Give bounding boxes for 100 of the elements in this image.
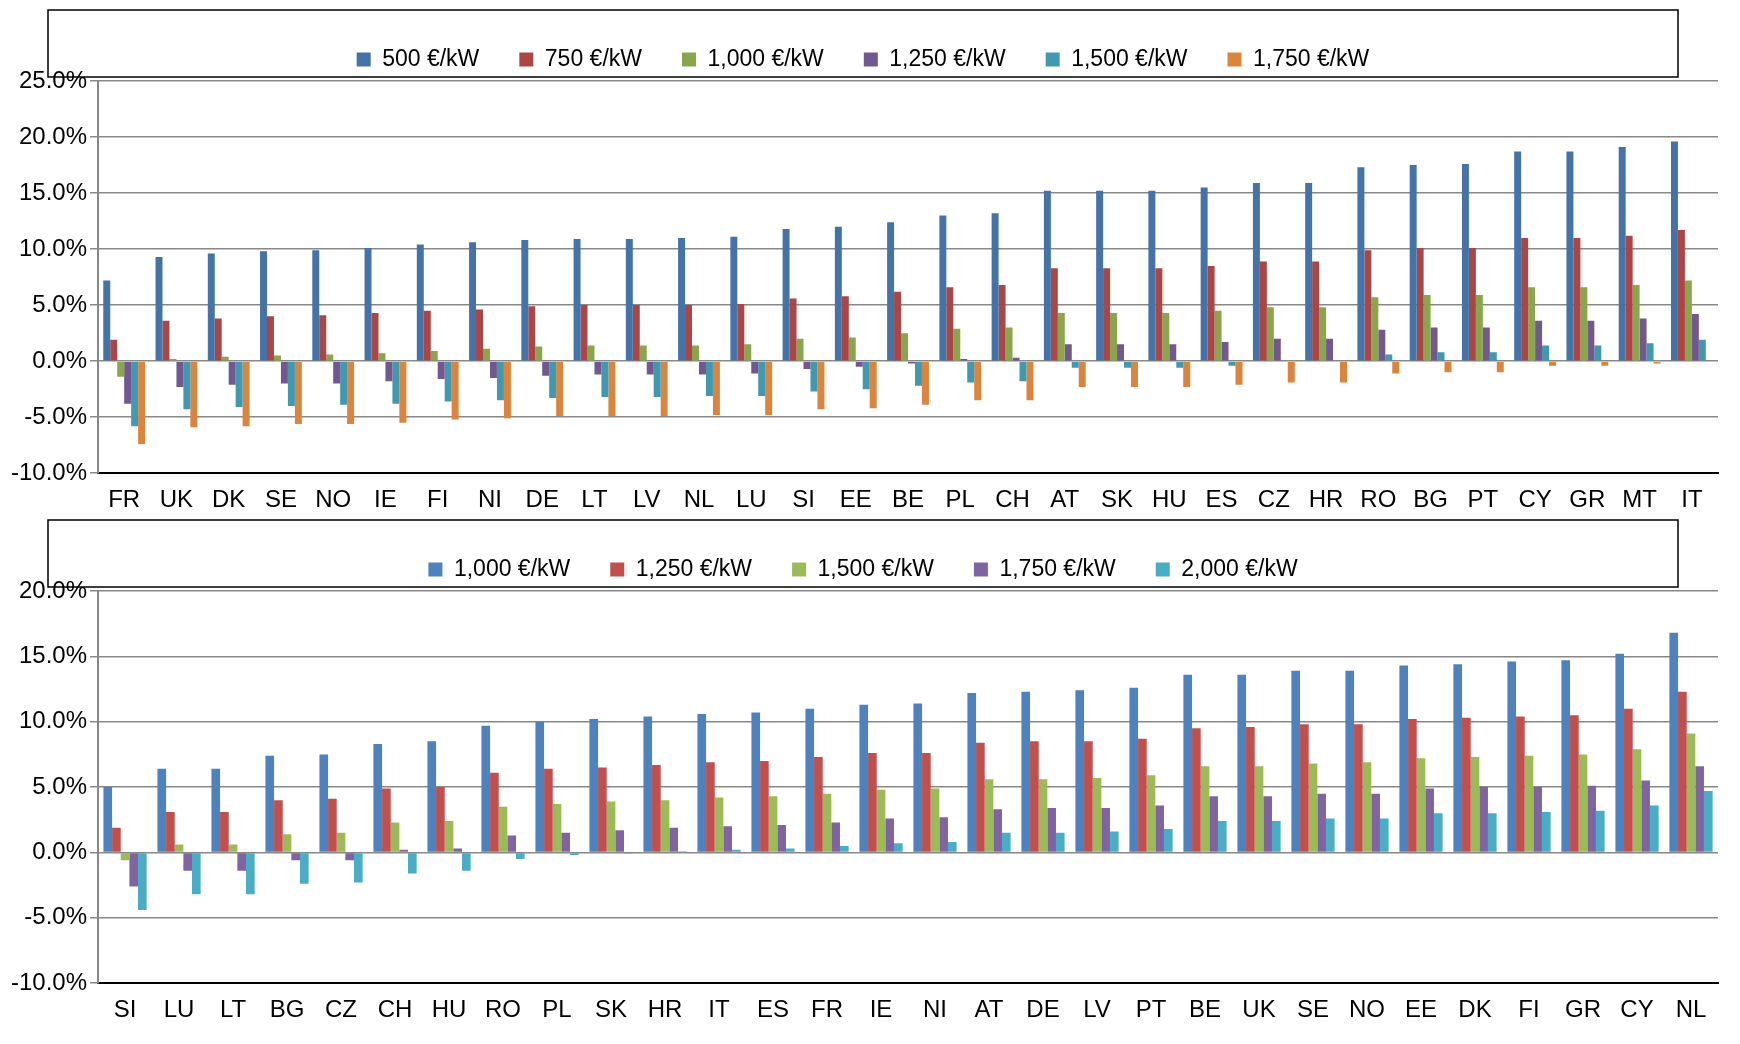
bar bbox=[692, 345, 699, 361]
bar bbox=[408, 853, 417, 874]
bar bbox=[894, 291, 902, 361]
bar bbox=[483, 348, 490, 361]
bar bbox=[1326, 338, 1334, 361]
bar bbox=[552, 804, 562, 852]
bar bbox=[751, 712, 761, 852]
bar bbox=[345, 853, 354, 861]
bar bbox=[1453, 664, 1463, 852]
bar bbox=[625, 239, 633, 361]
legend-label: 1,500 €/kW bbox=[817, 554, 935, 581]
bar bbox=[594, 361, 602, 375]
x-tick-label: DK bbox=[1458, 995, 1492, 1023]
bar bbox=[1362, 762, 1372, 852]
bar bbox=[220, 811, 229, 852]
bar bbox=[1409, 165, 1417, 361]
bar bbox=[1092, 777, 1102, 852]
bar bbox=[1392, 361, 1400, 374]
bar bbox=[340, 361, 348, 405]
y-tick-label: -5.0% bbox=[24, 902, 88, 930]
x-tick-label: NI bbox=[477, 485, 502, 513]
bar bbox=[1601, 361, 1609, 366]
bar bbox=[138, 853, 147, 910]
bar bbox=[608, 361, 616, 417]
bar bbox=[138, 361, 146, 445]
bar bbox=[1110, 312, 1118, 361]
x-tick-label: UK bbox=[1242, 995, 1276, 1023]
bar bbox=[760, 760, 769, 852]
y-tick-label: 10.0% bbox=[18, 233, 88, 261]
bar bbox=[632, 305, 640, 361]
bar bbox=[192, 853, 201, 895]
bar bbox=[1524, 755, 1534, 852]
bar bbox=[390, 822, 400, 852]
bar bbox=[822, 793, 832, 852]
bar bbox=[1678, 691, 1687, 852]
bar bbox=[993, 809, 1002, 852]
x-tick-label: IT bbox=[708, 995, 731, 1023]
bar bbox=[652, 764, 661, 852]
legend-label: 1,250 €/kW bbox=[635, 554, 753, 581]
bar bbox=[1433, 813, 1443, 852]
bar bbox=[162, 320, 170, 361]
bar bbox=[947, 842, 957, 852]
bar bbox=[333, 361, 341, 384]
bar bbox=[267, 316, 274, 361]
bar bbox=[1162, 312, 1170, 361]
bar bbox=[876, 789, 886, 852]
x-tick-label: GR bbox=[1569, 485, 1606, 513]
bar bbox=[660, 361, 668, 417]
x-tick-label: BG bbox=[269, 995, 305, 1023]
x-tick-label: CY bbox=[1620, 995, 1654, 1023]
bar bbox=[817, 361, 825, 410]
bar bbox=[1416, 247, 1424, 361]
x-tick-label: CH bbox=[377, 995, 413, 1023]
bar bbox=[1542, 345, 1550, 361]
bar bbox=[1271, 821, 1281, 852]
bar bbox=[796, 338, 804, 361]
x-tick-label: LV bbox=[632, 485, 661, 513]
bar bbox=[1587, 320, 1595, 361]
bar bbox=[1259, 261, 1267, 361]
bar bbox=[580, 305, 588, 361]
bar bbox=[326, 354, 334, 361]
bar bbox=[282, 834, 292, 852]
bar bbox=[1001, 832, 1011, 852]
x-tick-label: LT bbox=[581, 485, 608, 513]
bar bbox=[300, 853, 309, 884]
bar bbox=[1399, 665, 1409, 852]
bar bbox=[521, 240, 529, 361]
bar bbox=[1437, 352, 1445, 361]
bar bbox=[782, 228, 790, 361]
bar bbox=[1228, 361, 1236, 366]
bar bbox=[228, 361, 236, 385]
bar bbox=[805, 708, 815, 852]
x-tick-label: SI bbox=[113, 995, 137, 1023]
bar bbox=[515, 853, 525, 859]
bar bbox=[1312, 261, 1320, 361]
bar bbox=[242, 361, 250, 427]
bar bbox=[1325, 818, 1335, 852]
bar bbox=[481, 725, 491, 852]
bar bbox=[1408, 719, 1417, 852]
bar bbox=[1221, 342, 1229, 361]
bar bbox=[1507, 661, 1517, 852]
y-tick-label: 20.0% bbox=[18, 575, 88, 603]
bar bbox=[1430, 327, 1438, 361]
bar bbox=[1639, 318, 1647, 361]
x-tick-label: NL bbox=[683, 485, 715, 513]
bar bbox=[1624, 708, 1633, 852]
bar bbox=[930, 788, 940, 852]
bar bbox=[1528, 287, 1536, 361]
bar bbox=[789, 298, 797, 361]
bar bbox=[914, 361, 922, 386]
bar bbox=[1176, 361, 1184, 368]
y-tick-label: 25.0% bbox=[18, 65, 88, 93]
bar bbox=[1703, 791, 1713, 852]
bar bbox=[1379, 818, 1389, 852]
bar bbox=[382, 788, 391, 852]
bar bbox=[1695, 766, 1704, 852]
bar bbox=[561, 832, 570, 852]
x-tick-label: BE bbox=[892, 485, 925, 513]
bar bbox=[1514, 151, 1522, 361]
bar bbox=[157, 768, 167, 852]
